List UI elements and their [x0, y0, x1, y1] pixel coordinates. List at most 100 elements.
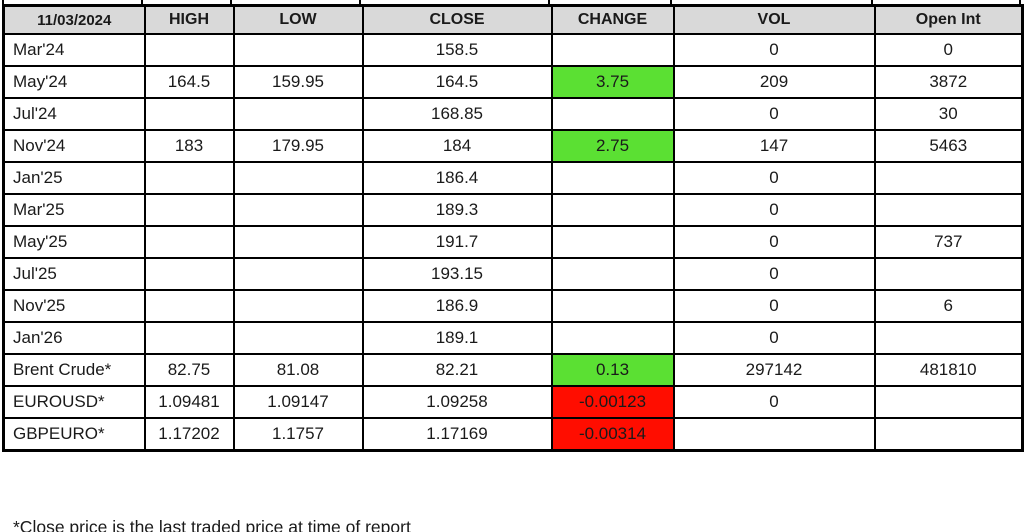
- close-cell: 186.4: [361, 161, 553, 195]
- row-label-cell: Mar'24: [2, 33, 146, 67]
- date-header-cell: 11/03/2024: [2, 4, 146, 35]
- open-int-cell: [873, 321, 1024, 355]
- table-row: Jul'25 193.15 0: [2, 257, 1024, 291]
- col-header-high: HIGH: [143, 4, 235, 35]
- low-cell: [232, 225, 364, 259]
- clipped-row-above-table: [2, 0, 1021, 4]
- close-cell: 184: [361, 129, 553, 163]
- table-row: Jan'26 189.1 0: [2, 321, 1024, 355]
- table-row: Mar'25 189.3 0: [2, 193, 1024, 227]
- row-label-cell: Jul'24: [2, 97, 146, 131]
- close-cell: 1.17169: [361, 417, 553, 452]
- vol-cell: 0: [672, 97, 876, 131]
- row-label-cell: EUROUSD*: [2, 385, 146, 419]
- low-cell: [232, 161, 364, 195]
- vol-cell: 297142: [672, 353, 876, 387]
- low-cell: 159.95: [232, 65, 364, 99]
- change-cell: [550, 321, 675, 355]
- table-row: May'25 191.7 0 737: [2, 225, 1024, 259]
- row-label-cell: May'25: [2, 225, 146, 259]
- open-int-cell: [873, 193, 1024, 227]
- high-cell: 1.09481: [143, 385, 235, 419]
- table-row: Nov'25 186.9 0 6: [2, 289, 1024, 323]
- vol-cell: 0: [672, 257, 876, 291]
- open-int-cell: [873, 161, 1024, 195]
- change-cell: 3.75: [550, 65, 675, 99]
- close-cell: 82.21: [361, 353, 553, 387]
- change-cell: 0.13: [550, 353, 675, 387]
- vol-cell: 147: [672, 129, 876, 163]
- high-cell: [143, 97, 235, 131]
- low-cell: [232, 321, 364, 355]
- change-cell: 2.75: [550, 129, 675, 163]
- open-int-cell: [873, 385, 1024, 419]
- futures-price-table: 11/03/2024 HIGH LOW CLOSE CHANGE VOL Ope…: [2, 4, 1024, 452]
- change-cell: [550, 225, 675, 259]
- col-header-vol: VOL: [672, 4, 876, 35]
- open-int-cell: 481810: [873, 353, 1024, 387]
- row-label-cell: May'24: [2, 65, 146, 99]
- col-header-open-int: Open Int: [873, 4, 1024, 35]
- vol-cell: 0: [672, 33, 876, 67]
- table-row: GBPEURO* 1.17202 1.1757 1.17169 -0.00314: [2, 417, 1024, 452]
- change-cell: [550, 193, 675, 227]
- low-cell: 179.95: [232, 129, 364, 163]
- vol-cell: 0: [672, 225, 876, 259]
- high-cell: [143, 321, 235, 355]
- table-row: Brent Crude* 82.75 81.08 82.21 0.13 297142 481…: [2, 353, 1024, 387]
- open-int-cell: [873, 257, 1024, 291]
- col-header-change: CHANGE: [550, 4, 675, 35]
- change-cell: [550, 97, 675, 131]
- change-cell: -0.00123: [550, 385, 675, 419]
- close-cell: 158.5: [361, 33, 553, 67]
- vol-cell: 0: [672, 193, 876, 227]
- low-cell: [232, 97, 364, 131]
- change-cell: [550, 257, 675, 291]
- change-cell: [550, 289, 675, 323]
- low-cell: 81.08: [232, 353, 364, 387]
- col-header-close: CLOSE: [361, 4, 553, 35]
- low-cell: [232, 289, 364, 323]
- high-cell: 164.5: [143, 65, 235, 99]
- change-cell: -0.00314: [550, 417, 675, 452]
- high-cell: [143, 193, 235, 227]
- table-body: Mar'24 158.5 0 0 May'24 164.5 159.95 164.5 3.75 2…: [2, 33, 1024, 452]
- high-cell: 1.17202: [143, 417, 235, 452]
- high-cell: 82.75: [143, 353, 235, 387]
- table-row: Nov'24 183 179.95 184 2.75 147 5463: [2, 129, 1024, 163]
- open-int-cell: [873, 417, 1024, 452]
- close-cell: 191.7: [361, 225, 553, 259]
- high-cell: 183: [143, 129, 235, 163]
- vol-cell: 0: [672, 385, 876, 419]
- table-row: EUROUSD* 1.09481 1.09147 1.09258 -0.00123 0: [2, 385, 1024, 419]
- low-cell: [232, 257, 364, 291]
- col-header-low: LOW: [232, 4, 364, 35]
- open-int-cell: 3872: [873, 65, 1024, 99]
- high-cell: [143, 161, 235, 195]
- table-row: Jul'24 168.85 0 30: [2, 97, 1024, 131]
- row-label-cell: Jul'25: [2, 257, 146, 291]
- footnote-close-price: *Close price is the last traded price at…: [13, 517, 411, 532]
- low-cell: [232, 193, 364, 227]
- open-int-cell: 0: [873, 33, 1024, 67]
- row-label-cell: Jan'26: [2, 321, 146, 355]
- row-label-cell: Mar'25: [2, 193, 146, 227]
- footnotes: *Close price is the last traded price at…: [13, 459, 1024, 532]
- table-row: Jan'25 186.4 0: [2, 161, 1024, 195]
- row-label-cell: Brent Crude*: [2, 353, 146, 387]
- close-cell: 168.85: [361, 97, 553, 131]
- high-cell: [143, 33, 235, 67]
- table-header-row: 11/03/2024 HIGH LOW CLOSE CHANGE VOL Ope…: [2, 4, 1024, 35]
- vol-cell: [672, 417, 876, 452]
- close-cell: 189.3: [361, 193, 553, 227]
- row-label-cell: GBPEURO*: [2, 417, 146, 452]
- low-cell: 1.1757: [232, 417, 364, 452]
- high-cell: [143, 257, 235, 291]
- close-cell: 193.15: [361, 257, 553, 291]
- table-row: May'24 164.5 159.95 164.5 3.75 209 3872: [2, 65, 1024, 99]
- low-cell: 1.09147: [232, 385, 364, 419]
- close-cell: 164.5: [361, 65, 553, 99]
- open-int-cell: 30: [873, 97, 1024, 131]
- row-label-cell: Nov'24: [2, 129, 146, 163]
